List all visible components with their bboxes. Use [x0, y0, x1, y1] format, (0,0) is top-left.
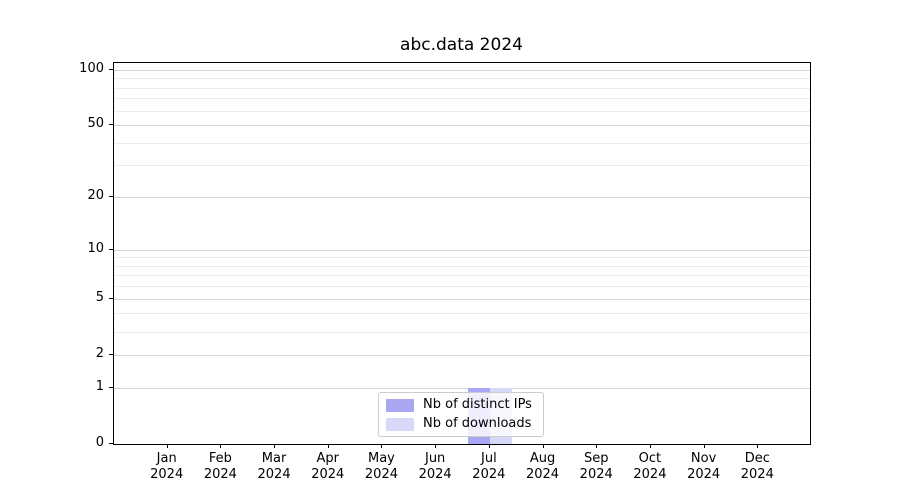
y-tick-mark	[109, 124, 113, 126]
y-gridline-minor	[114, 98, 810, 100]
y-gridline-major	[114, 298, 810, 300]
y-gridline-major	[114, 354, 810, 356]
x-tick-label: Jun 2024	[418, 451, 452, 482]
y-tick-mark	[109, 248, 113, 250]
y-tick-mark	[109, 297, 113, 299]
x-tick-mark	[220, 444, 222, 448]
y-gridline-major	[114, 197, 810, 199]
x-tick-label: Sep 2024	[579, 451, 613, 482]
y-tick-mark	[109, 68, 113, 70]
y-tick-label: 100	[79, 60, 104, 76]
y-gridline-major	[114, 387, 810, 389]
x-tick-mark	[757, 444, 759, 448]
y-tick-mark	[109, 443, 113, 444]
x-tick-label: Oct 2024	[633, 451, 667, 482]
x-tick-mark	[274, 444, 276, 448]
x-tick-label: Aug 2024	[525, 451, 560, 482]
y-tick-label: 1	[95, 378, 104, 394]
x-tick-mark	[435, 444, 437, 448]
y-tick-label: 2	[95, 345, 104, 361]
chart-title: abc.data 2024	[400, 35, 523, 55]
y-gridline-minor	[114, 275, 810, 277]
y-tick-label: 20	[87, 188, 104, 204]
y-gridline-minor	[114, 110, 810, 112]
legend-swatch-downloads-icon	[386, 417, 414, 431]
x-tick-mark	[488, 444, 490, 448]
y-tick-label: 50	[87, 116, 104, 132]
y-tick-mark	[109, 353, 113, 355]
y-gridline-minor	[114, 286, 810, 288]
y-tick-label: 10	[87, 240, 104, 256]
y-gridline-major	[114, 125, 810, 127]
x-tick-mark	[703, 444, 705, 448]
x-tick-mark	[596, 444, 598, 448]
y-gridline-major	[114, 69, 810, 71]
y-tick-label: 5	[95, 289, 104, 305]
y-gridline-minor	[114, 87, 810, 89]
y-gridline-minor	[114, 331, 810, 333]
x-tick-mark	[542, 444, 544, 448]
x-tick-label: Jan 2024	[150, 451, 184, 482]
legend: Nb of distinct IPs Nb of downloads	[378, 392, 544, 437]
y-tick-mark	[109, 196, 113, 198]
x-tick-label: May 2024	[364, 451, 398, 482]
y-gridline-minor	[114, 142, 810, 144]
y-tick-mark	[109, 386, 113, 388]
x-tick-label: Feb 2024	[203, 451, 237, 482]
x-tick-label: Dec 2024	[740, 451, 774, 482]
x-tick-mark	[381, 444, 383, 448]
y-gridline-minor	[114, 265, 810, 267]
legend-label-downloads: Nb of downloads	[423, 416, 532, 431]
y-gridline-minor	[114, 313, 810, 315]
x-tick-mark	[327, 444, 329, 448]
x-tick-label: Nov 2024	[687, 451, 721, 482]
y-gridline-minor	[114, 78, 810, 80]
legend-swatch-distinct-ips-icon	[386, 398, 414, 412]
legend-label-distinct-ips: Nb of distinct IPs	[423, 397, 532, 412]
x-tick-label: Apr 2024	[311, 451, 345, 482]
x-tick-mark	[166, 444, 168, 448]
x-tick-label: Jul 2024	[472, 451, 506, 482]
y-gridline-major	[114, 249, 810, 251]
x-tick-label: Mar 2024	[257, 451, 291, 482]
y-gridline-minor	[114, 257, 810, 259]
y-tick-label: 0	[95, 435, 104, 450]
legend-item: Nb of distinct IPs	[386, 397, 537, 413]
legend-item: Nb of downloads	[386, 416, 537, 432]
y-gridline-minor	[114, 165, 810, 167]
x-tick-mark	[649, 444, 651, 448]
plot-area	[113, 62, 811, 445]
